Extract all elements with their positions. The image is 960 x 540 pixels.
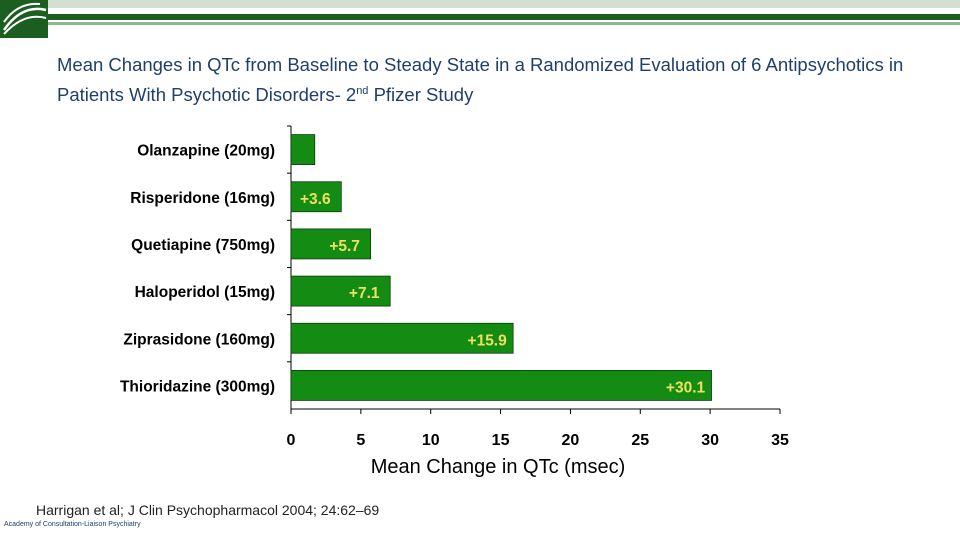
x-tick-label: 5 (356, 432, 365, 449)
data-label: +3.6 (300, 191, 331, 208)
slide-title: Mean Changes in QTc from Baseline to Ste… (57, 52, 937, 108)
data-label: +15.9 (468, 332, 508, 349)
category-label: Thioridazine (300mg) (120, 378, 275, 395)
bar (290, 370, 712, 401)
category-label: Olanzapine (20mg) (137, 143, 275, 160)
x-tick-label: 25 (631, 432, 649, 449)
header-band (48, 0, 960, 8)
category-label: Risperidone (16mg) (130, 190, 275, 207)
logo-icon (0, 0, 48, 38)
x-tick-label: 0 (287, 432, 296, 449)
bar (290, 275, 391, 307)
data-label: +5.7 (329, 238, 360, 255)
header-rule (48, 14, 960, 20)
category-label: Quetiapine (750mg) (131, 237, 275, 254)
title-superscript: nd (356, 85, 369, 97)
title-end: Pfizer Study (368, 84, 474, 106)
bar (290, 322, 514, 354)
bar (290, 181, 342, 213)
data-label: +30.1 (666, 379, 706, 396)
x-axis-label: Mean Change in QTc (msec) (370, 456, 626, 478)
bar (290, 228, 372, 260)
bar (290, 134, 316, 165)
citation: Harrigan et al; J Clin Psychopharmacol 2… (36, 502, 380, 518)
title-main: Mean Changes in QTc from Baseline to Ste… (57, 54, 904, 106)
x-tick-label: 30 (701, 432, 719, 449)
x-tick-label: 35 (771, 432, 789, 449)
data-label: +7.1 (349, 285, 380, 302)
x-tick-label: 15 (492, 432, 510, 449)
x-tick-label: 20 (562, 432, 580, 449)
category-label: Ziprasidone (160mg) (123, 331, 275, 348)
x-tick-label: 10 (422, 432, 440, 449)
footer-organization: Academy of Consultation-Liaison Psychiat… (4, 521, 141, 528)
category-label: Haloperidol (15mg) (135, 284, 275, 301)
header-rule-light (48, 22, 960, 25)
